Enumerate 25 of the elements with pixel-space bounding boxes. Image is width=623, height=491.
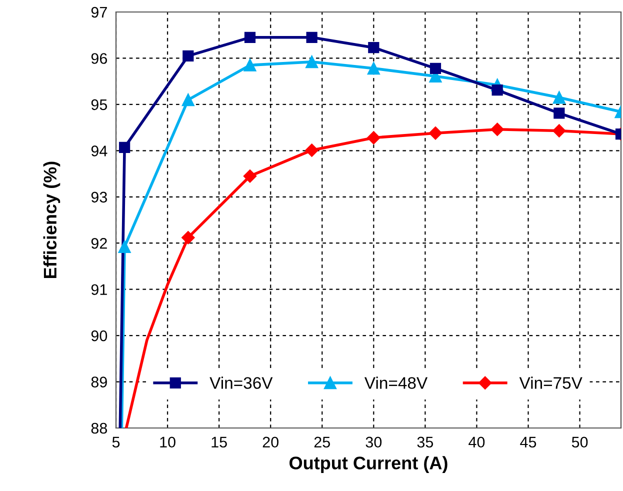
x-tick-label: 45 (520, 436, 536, 448)
x-tick-label: 5 (112, 436, 120, 448)
y-tick-label: 93 (91, 192, 107, 203)
y-tick-label: 90 (91, 330, 108, 342)
legend-label: Vin=75V (519, 376, 582, 389)
y-tick-label: 96 (91, 53, 107, 64)
x-tick-label: 50 (572, 436, 588, 448)
legend-label: Vin=48V (364, 376, 428, 389)
y-tick-label: 89 (91, 376, 107, 388)
x-tick-label: 15 (212, 436, 227, 448)
y-tick-label: 97 (91, 6, 107, 18)
x-tick-label: 40 (468, 436, 485, 448)
x-tick-label: 20 (262, 436, 278, 448)
x-tick-label: 25 (314, 436, 330, 448)
x-tick-label: 35 (417, 436, 434, 448)
legend-label: Vin=36V (210, 376, 273, 389)
y-tick-label: 88 (91, 422, 108, 434)
y-tick-label: 92 (91, 238, 107, 249)
x-tick-label: 10 (160, 436, 176, 448)
x-tick-label: 30 (366, 436, 382, 448)
y-tick-label: 91 (91, 284, 107, 296)
y-tick-label: 95 (91, 99, 108, 110)
x-axis-title: Output Current (A) (290, 456, 448, 473)
y-tick-label: 94 (91, 146, 108, 156)
y-axis-title: Efficiency (%) (43, 162, 60, 278)
